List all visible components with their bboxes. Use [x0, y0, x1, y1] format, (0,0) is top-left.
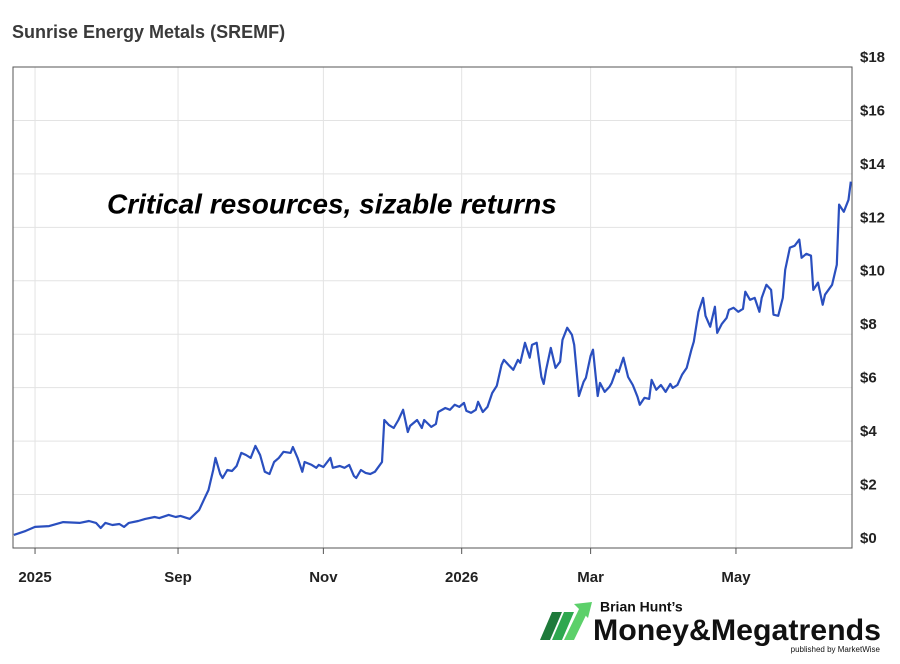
y-tick-label: $0: [860, 530, 877, 547]
logo: Brian Hunt’s Money&Megatrends published …: [540, 599, 881, 654]
y-tick-label: $14: [860, 156, 886, 173]
x-tick-label: May: [721, 569, 751, 586]
x-tick-label: Nov: [309, 569, 338, 586]
chart-title: Sunrise Energy Metals (SREMF): [12, 22, 285, 42]
plot-frame: [12, 66, 853, 549]
x-tick-label: 2026: [445, 569, 478, 586]
annotation: Critical resources, sizable returns: [107, 188, 557, 219]
logo-bar: [552, 612, 574, 640]
y-tick-label: $8: [860, 316, 877, 333]
y-tick-label: $2: [860, 477, 877, 494]
logo-arrow: [574, 602, 592, 618]
logo-byline: Brian Hunt’s: [600, 599, 683, 615]
y-tick-label: $16: [860, 102, 885, 119]
y-tick-label: $6: [860, 370, 877, 387]
x-tick-label: 2025: [18, 569, 51, 586]
x-tick-label: Mar: [577, 569, 604, 586]
logo-publisher: published by MarketWise: [791, 645, 881, 654]
logo-name: Money&Megatrends: [593, 614, 881, 647]
y-tick-label: $18: [860, 49, 885, 66]
y-tick-label: $10: [860, 263, 885, 280]
logo-bar: [564, 607, 590, 640]
y-tick-label: $12: [860, 209, 885, 226]
y-tick-label: $4: [860, 423, 877, 440]
price-line: [13, 181, 852, 536]
x-tick-label: Sep: [164, 569, 192, 586]
logo-bar: [540, 612, 562, 640]
